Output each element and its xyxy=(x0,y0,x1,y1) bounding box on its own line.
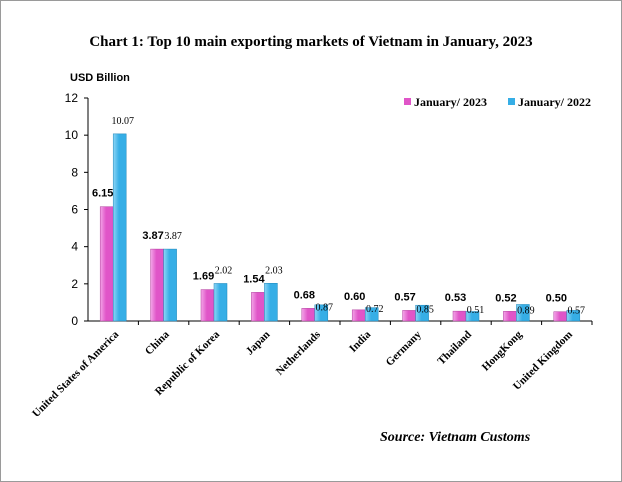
bar-january-2023-republic-of-korea xyxy=(200,289,215,322)
data-label-january-2023: 6.15 xyxy=(92,188,113,200)
bar-january-2022-china xyxy=(163,248,177,322)
bar-january-2022-germany xyxy=(415,304,429,322)
data-label-january-2023: 0.53 xyxy=(445,292,466,304)
data-label-january-2023: 0.57 xyxy=(394,291,415,303)
data-label-january-2023: 1.69 xyxy=(193,271,214,283)
data-label-january-2022: 2.03 xyxy=(265,265,283,276)
data-label-january-2022: 0.72 xyxy=(366,304,384,315)
y-tick-label: 0 xyxy=(71,314,78,328)
category-label-germany: Germany xyxy=(384,328,424,368)
legend-label-january-2023: January/ 2023 xyxy=(414,95,487,109)
y-tick-label: 6 xyxy=(71,203,78,217)
data-label-january-2022: 0.57 xyxy=(568,306,586,317)
bar-january-2023-hongkong xyxy=(503,311,517,322)
data-label-january-2022: 2.02 xyxy=(215,265,233,276)
y-tick-label: 2 xyxy=(71,277,78,291)
chart-title: Chart 1: Top 10 main exporting markets o… xyxy=(89,34,533,50)
bar-january-2023-netherlands xyxy=(301,308,316,322)
y-tick-label: 8 xyxy=(71,165,78,179)
category-label-hongkong: HongKong xyxy=(480,328,525,373)
bar-january-2022-united-kingdom xyxy=(566,310,581,322)
bar-january-2023-germany xyxy=(402,310,416,322)
bar-january-2022-netherlands xyxy=(314,304,329,322)
bar-january-2022-hongkong xyxy=(516,304,530,322)
bar-january-2023-china xyxy=(150,248,164,322)
data-label-january-2022: 0.87 xyxy=(316,302,334,313)
data-label-january-2023: 0.60 xyxy=(344,291,365,303)
category-label-netherlands: Netherlands xyxy=(274,328,324,378)
category-label-thailand: Thailand xyxy=(435,329,474,368)
bar-january-2022-thailand xyxy=(465,311,480,322)
y-tick-label: 10 xyxy=(65,128,79,142)
data-label-january-2022: 0.51 xyxy=(467,305,485,316)
y-axis-unit-label: USD Billion xyxy=(70,72,130,84)
legend-label-january-2022: January/ 2022 xyxy=(518,95,591,109)
data-label-january-2022: 10.07 xyxy=(111,116,134,127)
source-note: Source: Vietnam Customs xyxy=(380,430,531,445)
bar-january-2023-india xyxy=(351,309,366,322)
bar-january-2023-united-kingdom xyxy=(553,311,568,322)
category-label-japan: Japan xyxy=(244,329,273,358)
category-label-united-states-of-america: United States of America xyxy=(30,328,122,420)
data-label-january-2022: 3.87 xyxy=(164,231,182,242)
bar-january-2022-japan xyxy=(264,283,278,322)
legend-swatch-january-2023 xyxy=(404,98,411,105)
data-label-january-2022: 0.85 xyxy=(416,304,434,315)
data-label-january-2023: 0.52 xyxy=(495,292,516,304)
y-tick-label: 12 xyxy=(65,91,79,105)
bar-january-2023-japan xyxy=(251,292,265,322)
bar-january-2022-republic-of-korea xyxy=(213,283,228,322)
data-label-january-2023: 1.54 xyxy=(243,273,265,285)
category-label-india: India xyxy=(347,328,374,355)
y-tick-label: 4 xyxy=(71,240,78,254)
data-label-january-2023: 3.87 xyxy=(142,230,163,242)
data-label-january-2022: 0.89 xyxy=(517,305,535,316)
data-label-january-2023: 0.50 xyxy=(546,293,567,305)
bar-january-2022-india xyxy=(364,307,379,322)
bar-january-2022-united-states-of-america xyxy=(112,133,127,322)
category-label-china: China xyxy=(143,328,172,357)
bar-january-2023-united-states-of-america xyxy=(99,206,114,322)
data-label-january-2023: 0.68 xyxy=(294,289,315,301)
legend-swatch-january-2022 xyxy=(508,98,515,105)
bar-january-2023-thailand xyxy=(452,310,467,322)
